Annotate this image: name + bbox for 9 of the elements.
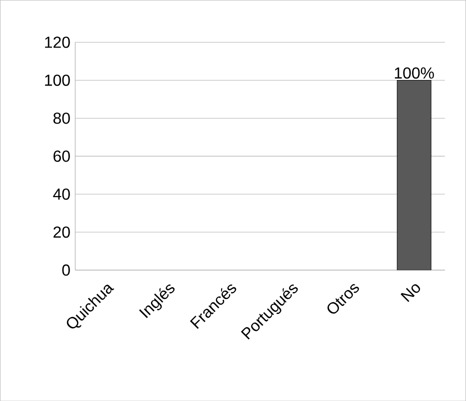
y-tick-label: 40: [53, 188, 70, 200]
y-tick-label: 80: [53, 112, 70, 124]
y-tick-label: 0: [62, 264, 70, 276]
data-label: 100%: [394, 67, 434, 78]
y-tick-label: 20: [54, 226, 70, 238]
y-tick-label: 120: [45, 36, 70, 48]
y-tick-label: 100: [45, 74, 70, 86]
y-tick-label: 60: [54, 150, 70, 162]
x-tick-label: No: [400, 284, 420, 302]
